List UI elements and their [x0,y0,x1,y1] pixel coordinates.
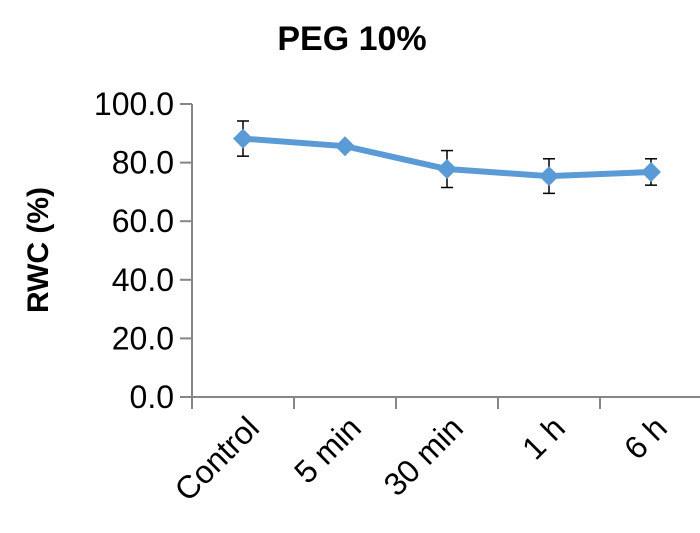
chart-title: PEG 10% [277,20,426,58]
x-tick-label: 5 min [287,409,368,490]
y-tick-label: 20.0 [112,320,174,356]
x-tick-label: Control [168,409,266,507]
data-point-marker [233,128,253,149]
data-point-marker [437,159,457,180]
y-tick-label: 100.0 [94,86,174,122]
data-point-marker [335,136,355,157]
x-tick-labels: Control 5 min 30 min 1 h 6 h [168,409,674,507]
x-tick-label: 1 h [515,409,572,466]
x-tick-label: 30 min [377,409,470,502]
series-layer [233,128,661,187]
axes: 0.0 20.0 40.0 60.0 80.0 100.0 [94,86,700,415]
error-bars [237,120,657,195]
data-point-marker [539,166,559,187]
y-tick-label: 40.0 [112,262,174,298]
data-point-marker [641,161,661,182]
x-tick-label: 6 h [617,409,674,466]
y-tick-label: 60.0 [112,203,174,239]
y-tick-label: 80.0 [112,145,174,181]
y-tick-label: 0.0 [130,379,174,415]
y-axis-label: RWC (%) [22,187,55,313]
